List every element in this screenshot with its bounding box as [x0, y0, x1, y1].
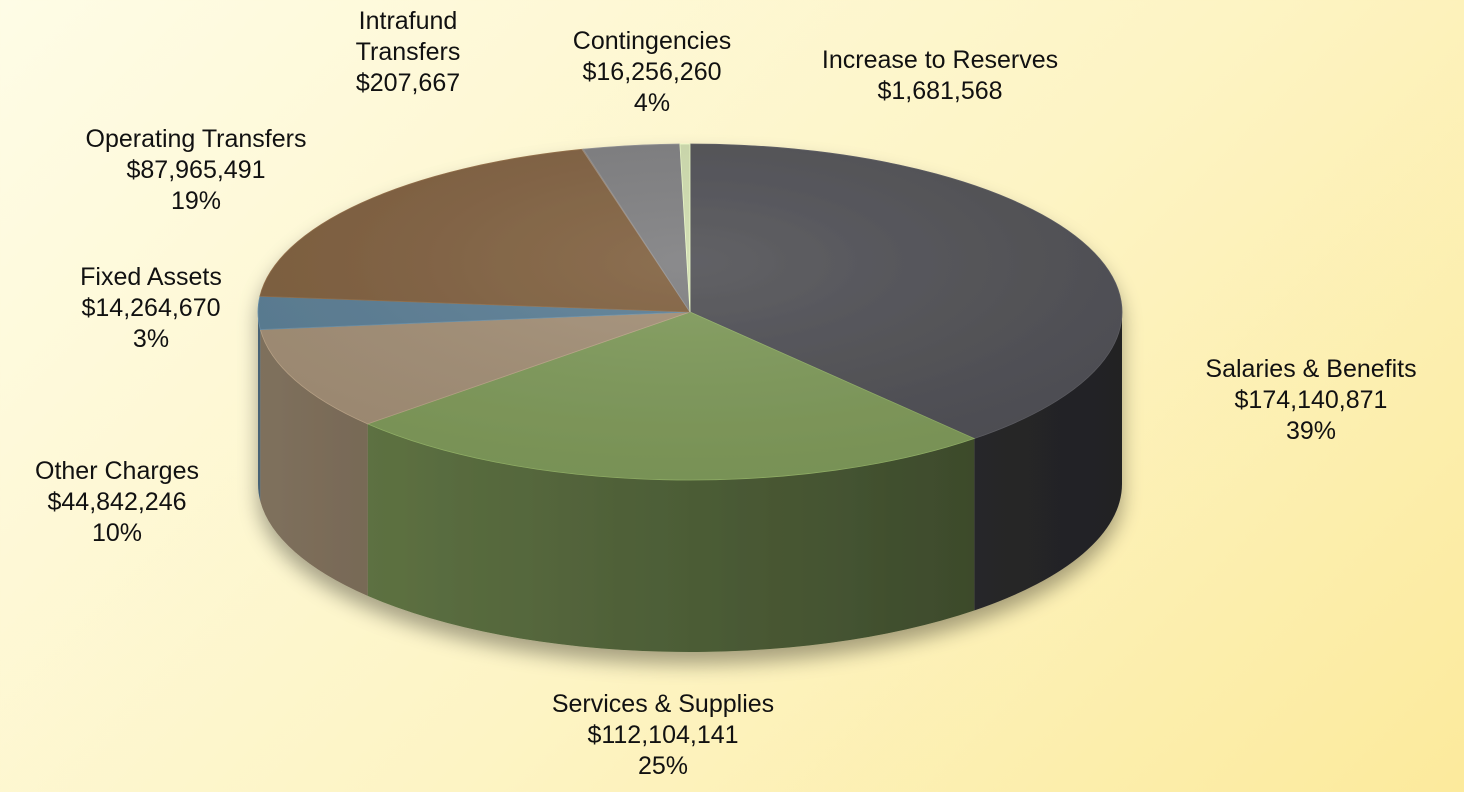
- pie-top: [257, 143, 1123, 481]
- data-label-salaries-and-benefits: Salaries & Benefits $174,140,871 39%: [1151, 354, 1464, 447]
- data-label-value: $87,965,491: [126, 156, 266, 184]
- data-label-fixed-assets: Fixed Assets $14,264,670 3%: [0, 262, 311, 355]
- data-label-value: $16,256,260: [582, 58, 722, 86]
- data-label-intrafund-transfers: Intrafund Transfers $207,667: [248, 6, 568, 99]
- data-label-percent: 19%: [170, 187, 222, 215]
- data-label-value: $1,681,568: [877, 77, 1003, 105]
- data-label-value: $14,264,670: [81, 294, 221, 322]
- pie-side-services-and-supplies: [367, 423, 975, 653]
- data-label-percent: 4%: [633, 89, 671, 117]
- data-label-value: $174,140,871: [1234, 386, 1388, 414]
- data-label-name: Contingencies: [572, 27, 732, 55]
- data-label-name: Services & Supplies: [551, 690, 775, 718]
- data-label-name: Salaries & Benefits: [1205, 355, 1417, 383]
- data-label-services-and-supplies: Services & Supplies $112,104,141 25%: [503, 689, 823, 782]
- data-label-name: Intrafund Transfers: [355, 7, 461, 66]
- data-label-contingencies: Contingencies $16,256,260 4%: [492, 26, 812, 119]
- data-label-name: Fixed Assets: [80, 263, 222, 291]
- data-label-name: Increase to Reserves: [821, 46, 1059, 74]
- data-label-name: Other Charges: [35, 457, 199, 485]
- data-label-percent: 39%: [1285, 417, 1337, 445]
- data-label-increase-to-reserves: Increase to Reserves $1,681,568: [780, 45, 1100, 107]
- data-label-other-charges: Other Charges $44,842,246 10%: [0, 456, 277, 549]
- data-label-value: $112,104,141: [587, 721, 739, 749]
- data-label-percent: 25%: [637, 752, 689, 780]
- data-label-value: $207,667: [355, 69, 461, 97]
- data-label-percent: 10%: [91, 519, 143, 547]
- data-label-name: Operating Transfers: [85, 125, 307, 153]
- data-label-percent: 3%: [132, 325, 170, 353]
- data-label-operating-transfers: Operating Transfers $87,965,491 19%: [36, 124, 356, 217]
- data-label-value: $44,842,246: [47, 488, 187, 516]
